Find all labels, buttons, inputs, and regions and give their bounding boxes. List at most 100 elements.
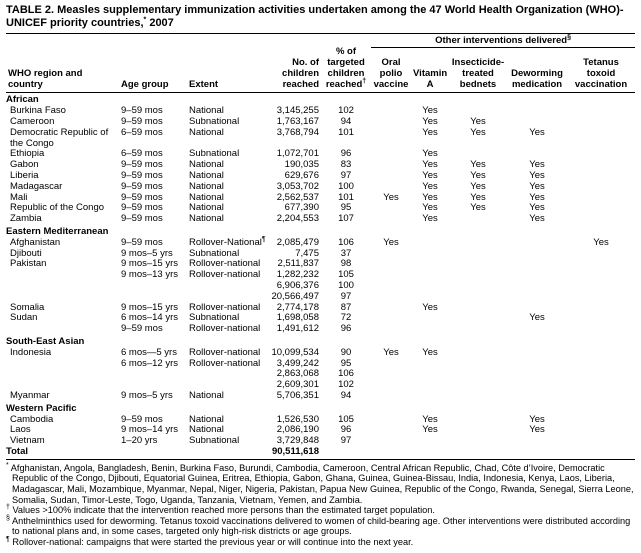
table-cell: Indonesia	[10, 346, 52, 358]
table-cell	[187, 292, 257, 303]
table-cell: Yes	[529, 213, 545, 225]
table-cell: Yes	[422, 213, 438, 225]
table-cell: Subnational	[189, 312, 240, 324]
table-cell	[567, 425, 635, 436]
table-header: Other interventions delivered§ WHO region…	[6, 33, 636, 94]
table-cell: 9 mos–13 yrs	[121, 269, 179, 281]
table-cell	[507, 380, 567, 391]
table-cell	[567, 313, 635, 324]
table-cell: 2,609,301	[276, 379, 319, 391]
table-cell: Rollover-national	[189, 346, 261, 358]
table-cell	[507, 348, 567, 359]
table-cell: Liberia	[10, 170, 39, 182]
table-cell: Yes	[529, 159, 545, 171]
table-cell: 1,491,612	[276, 323, 319, 335]
table-cell: 9 mos–15 yrs	[121, 258, 179, 270]
table-cell: Ethiopia	[10, 148, 45, 160]
table-cell: Madagascar	[10, 180, 63, 192]
table-cell	[449, 425, 507, 436]
table-cell	[567, 359, 635, 370]
table-cell: Yes	[422, 301, 438, 313]
table-cell	[567, 193, 635, 204]
footnote: * Afghanistan, Angola, Bangladesh, Benin…	[6, 462, 635, 505]
table-cell: 2,085,479	[276, 236, 319, 248]
table-cell: 1,763,167	[276, 116, 319, 128]
table-cell	[567, 259, 635, 270]
table-cell	[371, 313, 411, 324]
header-text: Oral polio vaccine	[373, 57, 409, 90]
column-header: Deworming medication	[507, 47, 568, 94]
table-cell: Burkina Faso	[10, 105, 66, 117]
table-cell: National	[189, 126, 224, 138]
table-cell: Republic of the Congo	[10, 202, 105, 214]
footnote-text: Anthelminthics used for deworming. Tetan…	[9, 515, 631, 537]
table-cell: Yes	[422, 116, 438, 128]
section-row: Western Pacific	[6, 402, 635, 415]
table-cell	[449, 415, 507, 426]
table-cell: 190,035	[284, 159, 319, 171]
table-cell	[567, 380, 635, 391]
data-row: Somalia 9 mos–15 yrs Rollover-national 2,77…	[6, 301, 635, 314]
table-cell	[371, 369, 411, 380]
table-cell	[507, 436, 567, 447]
table-cell: 9–59 mos	[121, 413, 163, 425]
table-cell	[507, 369, 567, 380]
section-row: South-East Asian	[6, 335, 635, 348]
table-cell: Yes	[422, 159, 438, 171]
table-cell: Yes	[470, 159, 486, 171]
table-cell: 87	[340, 301, 352, 313]
table-cell	[449, 359, 507, 370]
table-cell	[119, 369, 187, 380]
table-cell	[371, 436, 411, 447]
table-cell: 95	[340, 357, 352, 369]
column-header: Vitamin A	[411, 47, 450, 94]
table-cell: Yes	[593, 236, 609, 248]
table-cell: 96	[340, 424, 352, 436]
table-body: African Burkina Faso 9–59 mos National 3,145…	[6, 93, 636, 460]
table-cell: 1,526,530	[276, 413, 319, 425]
table-cell	[119, 281, 187, 292]
table-cell: 9–59 mos	[121, 236, 163, 248]
table-cell: Yes	[422, 105, 438, 117]
table-cell: Yes	[422, 202, 438, 214]
table-cell	[371, 149, 411, 160]
section-row: Eastern Mediterranean	[6, 225, 635, 238]
table-cell: 629,676	[284, 170, 319, 182]
data-row: Indonesia 6 mos—5 yrs Rollover-national 10,…	[6, 346, 635, 359]
table-cell: National	[189, 159, 224, 171]
section-name: South-East Asian	[6, 336, 85, 348]
data-table: Other interventions delivered§ WHO region…	[6, 33, 636, 460]
column-header: Age group	[119, 47, 187, 94]
table-cell	[507, 292, 567, 303]
table-cell	[371, 106, 411, 117]
table-cell	[411, 369, 449, 380]
table-cell: Yes	[383, 191, 399, 203]
table-cell	[567, 436, 635, 447]
table-cell: Laos	[10, 424, 31, 436]
total-value: 90,511,618	[257, 446, 321, 460]
table-cell	[411, 436, 449, 447]
table-cell: 6 mos—5 yrs	[121, 346, 177, 358]
table-cell: 2,086,190	[276, 424, 319, 436]
table-cell	[449, 313, 507, 324]
table-cell	[6, 292, 119, 303]
table-cell: 94	[340, 116, 352, 128]
table-cell: 83	[340, 159, 352, 171]
table-cell: Yes	[470, 170, 486, 182]
table-cell: 677,390	[284, 202, 319, 214]
table-cell	[119, 292, 187, 303]
table-cell	[411, 249, 449, 260]
data-row: Cambodia 9–59 mos National 1,526,530 105 Yes Y…	[6, 413, 635, 426]
table-cell: 3,768,794	[276, 126, 319, 138]
footnote: † Values >100% indicate that the interve…	[6, 504, 635, 516]
table-cell: 2,774,178	[276, 301, 319, 313]
data-row: Gabon 9–59 mos National 190,035 83 Yes Yes Yes	[6, 159, 635, 171]
data-row: Vietnam 1–20 yrs Subnational 3,729,848 97	[6, 435, 635, 447]
table-cell	[371, 359, 411, 370]
table-cell: 1,072,701	[276, 148, 319, 160]
table-cell: National	[189, 213, 224, 225]
table-cell	[567, 292, 635, 303]
column-header: Tetanus toxoid vaccination	[567, 47, 636, 94]
data-row: Madagascar 9–59 mos National 3,053,702 100 Ye…	[6, 180, 635, 193]
footnote-mark: §	[567, 33, 571, 41]
